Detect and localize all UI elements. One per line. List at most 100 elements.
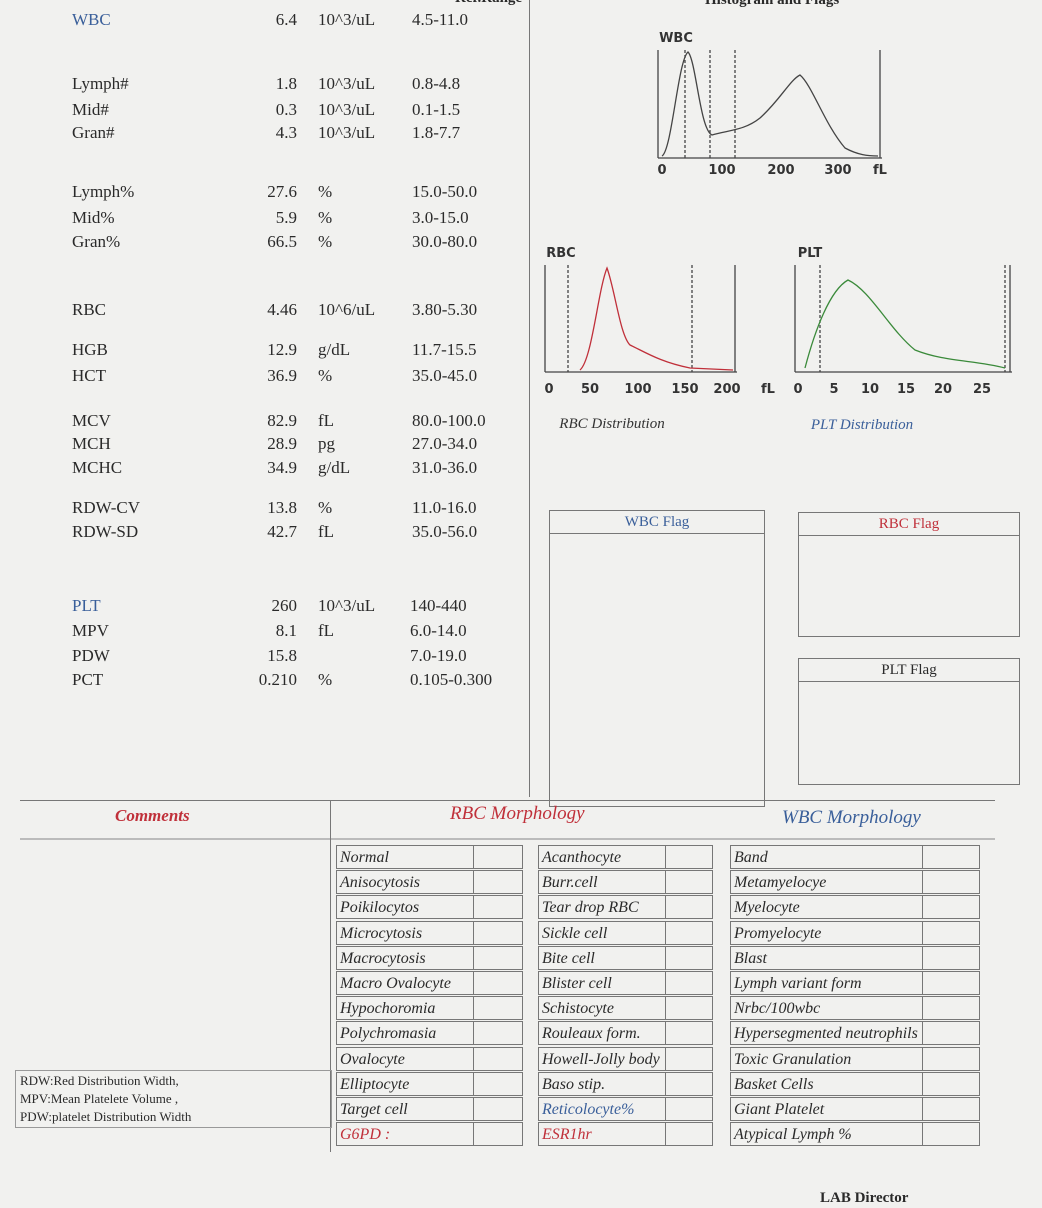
morphology-item: Microcytosis [336, 920, 474, 945]
test-name: PCT [72, 670, 104, 689]
test-unit: 10^3/uL [318, 74, 376, 93]
test-name: MCHC [72, 458, 123, 477]
morphology-item: Band [730, 845, 923, 869]
test-unit: % [318, 366, 333, 385]
test-unit: 10^3/uL [318, 123, 376, 142]
footnote-line: PDW:platelet Distribution Width [20, 1109, 192, 1124]
test-name: WBC [72, 10, 111, 29]
morphology-result [665, 996, 713, 1021]
morphology-item: Anisocytosis [336, 870, 474, 895]
morphology-item: Hypersegmented neutrophils [730, 1021, 923, 1046]
wbc-hist-label: WBC [659, 31, 693, 46]
morphology-item: ESR1hr [538, 1122, 666, 1147]
morphology-item: Burr.cell [538, 870, 666, 895]
morphology-item: Macro Ovalocyte [336, 971, 474, 995]
morphology-result [473, 1122, 523, 1147]
morphology-result [922, 1046, 980, 1071]
morphology-item: Bite cell [538, 945, 666, 970]
morphology-item: Sickle cell [538, 920, 666, 945]
axis-tick-label: 0 [657, 163, 666, 178]
morphology-result [922, 870, 980, 895]
morphology-item: Baso stip. [538, 1071, 666, 1096]
test-unit: g/dL [318, 458, 351, 477]
test-value: 0.3 [275, 100, 297, 119]
test-unit: pg [318, 434, 335, 453]
morphology-result [473, 1097, 523, 1121]
morphology-item: Promyelocyte [730, 920, 923, 945]
histogram-heading: Histogram and Flags [705, 0, 840, 8]
axis-tick-label: 100 [624, 382, 651, 397]
morphology-item: Blast [730, 945, 923, 970]
morphology-result [665, 1046, 713, 1071]
wbc-unit: fL [873, 163, 887, 178]
morphology-result [922, 895, 980, 920]
morphology-result [922, 1071, 980, 1096]
test-name: Gran% [72, 232, 121, 251]
morphology-result [665, 1097, 713, 1121]
footnote-line: MPV:Mean Platelete Volume , [20, 1091, 179, 1106]
test-range: 27.0-34.0 [412, 434, 478, 453]
test-value: 28.9 [267, 434, 297, 453]
divider [20, 838, 995, 840]
morphology-item: Toxic Granulation [730, 1046, 923, 1071]
test-unit: fL [318, 411, 335, 430]
test-unit: % [318, 208, 333, 227]
morphology-result [665, 920, 713, 945]
test-value: 8.1 [275, 621, 297, 640]
rbc-hist-label: RBC [546, 246, 575, 261]
morphology-item: Hypochoromia [336, 996, 474, 1021]
morphology-item: Atypical Lymph % [730, 1122, 923, 1147]
test-name: HCT [72, 366, 106, 385]
morphology-result [665, 1122, 713, 1147]
test-name: MCV [72, 411, 111, 430]
test-range: 31.0-36.0 [412, 458, 478, 477]
test-range: 4.5-11.0 [412, 10, 469, 29]
morphology-result [922, 1021, 980, 1046]
test-name: Mid# [72, 100, 109, 119]
test-range: 3.80-5.30 [412, 300, 478, 319]
morphology-result [473, 1046, 523, 1071]
test-value: 82.9 [267, 411, 297, 430]
morphology-result [473, 870, 523, 895]
test-range: 80.0-100.0 [412, 411, 486, 430]
morphology-result [473, 895, 523, 920]
footnote-box: RDW:Red Distribution Width, MPV:Mean Plat… [15, 1070, 332, 1128]
morphology-result [665, 971, 713, 995]
morphology-item: Basket Cells [730, 1071, 923, 1096]
test-value: 5.9 [275, 208, 297, 227]
morphology-result [473, 920, 523, 945]
test-unit: % [318, 670, 333, 689]
plt-caption: PLT Distribution [810, 417, 913, 433]
histograms: WBC RBC PLT fL fL RBC Distribution PLT D… [544, 31, 1012, 433]
test-range: 0.8-4.8 [412, 74, 461, 93]
test-range: 30.0-80.0 [412, 232, 478, 251]
morphology-item: Elliptocyte [336, 1071, 474, 1096]
morphology-result [922, 845, 980, 869]
test-value: 260 [271, 596, 298, 615]
morphology-result [922, 945, 980, 970]
morphology-item: Macrocytosis [336, 945, 474, 970]
morphology-result [665, 895, 713, 920]
morphology-result [473, 1021, 523, 1046]
test-value: 6.4 [275, 10, 297, 29]
morphology-result [922, 920, 980, 945]
morphology-item: Normal [336, 845, 474, 869]
rbc-morph-heading: RBC Morphology [450, 803, 585, 824]
morphology-item: Polychromasia [336, 1021, 474, 1046]
axis-tick-label: 200 [767, 163, 794, 178]
test-value: 15.8 [267, 646, 297, 665]
morphology-result [665, 845, 713, 869]
comments-heading: Comments [115, 806, 190, 825]
test-unit: % [318, 498, 333, 517]
test-unit: 10^3/uL [318, 100, 376, 119]
test-value: 0.210 [258, 670, 297, 689]
divider [20, 800, 995, 801]
rbc-caption: RBC Distribution [558, 416, 664, 432]
test-name: Lymph% [72, 182, 135, 201]
axis-tick-label: 25 [973, 382, 991, 397]
morphology-result [665, 1021, 713, 1046]
test-name: PDW [72, 646, 110, 665]
test-unit: % [318, 182, 333, 201]
test-unit: fL [318, 522, 335, 541]
axis-tick-label: 150 [671, 382, 698, 397]
